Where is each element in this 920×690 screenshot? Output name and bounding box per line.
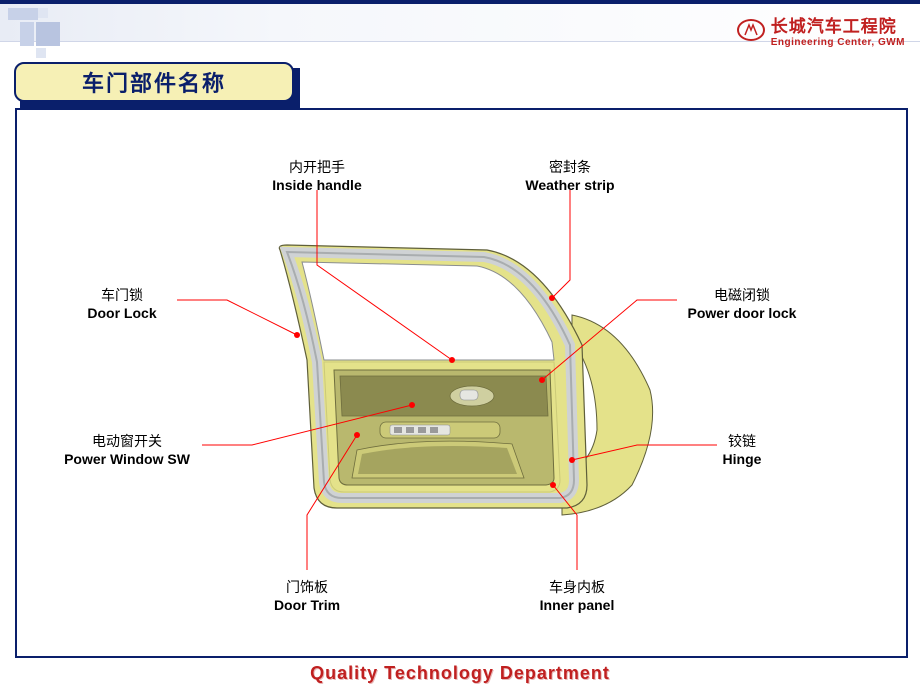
logo-icon xyxy=(737,19,765,41)
callout-label: 车门锁Door Lock xyxy=(42,286,202,322)
footer: Quality Technology Department xyxy=(0,663,920,684)
callout-cn: 车身内板 xyxy=(497,578,657,596)
footer-text: Quality Technology Department xyxy=(310,663,610,683)
callout-en: Inside handle xyxy=(237,176,397,194)
logo-main-text: 长城汽车工程院 xyxy=(771,12,905,37)
callout-label: 电磁闭锁Power door lock xyxy=(662,286,822,322)
page-title: 车门部件名称 xyxy=(82,66,226,98)
callout-label: 铰链Hinge xyxy=(662,432,822,468)
callout-en: Door Lock xyxy=(42,304,202,322)
callout-label: 车身内板Inner panel xyxy=(497,578,657,614)
logo-sub-text: Engineering Center, GWM xyxy=(771,37,905,48)
car-door-illustration xyxy=(262,230,662,530)
callout-cn: 铰链 xyxy=(662,432,822,450)
callout-label: 密封条Weather strip xyxy=(490,158,650,194)
callout-cn: 电动窗开关 xyxy=(47,432,207,450)
callout-en: Door Trim xyxy=(227,596,387,614)
callout-label: 内开把手Inside handle xyxy=(237,158,397,194)
callout-cn: 门饰板 xyxy=(227,578,387,596)
callout-en: Power Window SW xyxy=(47,450,207,468)
logo: 长城汽车工程院 Engineering Center, GWM xyxy=(737,12,905,48)
callout-en: Inner panel xyxy=(497,596,657,614)
diagram: 内开把手Inside handle密封条Weather strip车门锁Door… xyxy=(17,110,906,656)
callout-cn: 车门锁 xyxy=(42,286,202,304)
header-bar: 长城汽车工程院 Engineering Center, GWM xyxy=(0,0,920,42)
callout-cn: 密封条 xyxy=(490,158,650,176)
title-box: 车门部件名称 xyxy=(14,62,294,102)
callout-en: Weather strip xyxy=(490,176,650,194)
callout-en: Power door lock xyxy=(662,304,822,322)
callout-label: 门饰板Door Trim xyxy=(227,578,387,614)
callout-cn: 电磁闭锁 xyxy=(662,286,822,304)
callout-cn: 内开把手 xyxy=(237,158,397,176)
corner-decoration xyxy=(8,8,68,63)
diagram-frame: 内开把手Inside handle密封条Weather strip车门锁Door… xyxy=(15,108,908,658)
callout-label: 电动窗开关Power Window SW xyxy=(47,432,207,468)
callout-en: Hinge xyxy=(662,450,822,468)
